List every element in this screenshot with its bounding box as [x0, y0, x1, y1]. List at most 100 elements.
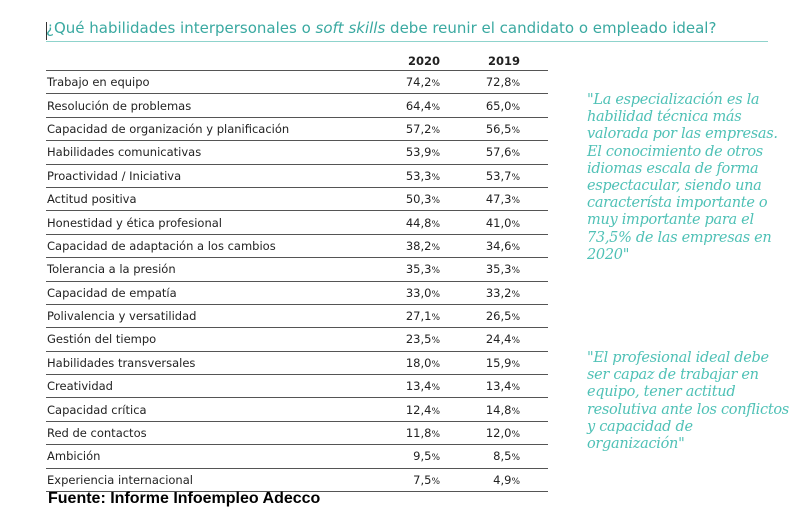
value-number: 35,3 [405, 262, 432, 277]
value-number: 41,0 [485, 215, 512, 230]
quote-specialization: "La especialización es la habilidad técn… [587, 92, 778, 263]
value-unit: % [431, 476, 440, 487]
value-number: 72,8 [485, 75, 512, 90]
row-value-2019: 65,0% [468, 93, 548, 118]
table-row: Capacidad de adaptación a los cambios 38,… [46, 234, 548, 259]
table-row: Proactividad / Iniciativa 53,3% 53,7% [46, 164, 548, 188]
table-row: Experiencia internacional 7,5% 4,9% [46, 468, 548, 493]
row-label: Gestión del tiempo [46, 327, 388, 352]
table-row: Red de contactos 11,8% 12,0% [46, 421, 548, 446]
row-label: Creatividad [46, 374, 388, 399]
table-body: Trabajo en equipo 74,2% 72,8% Resolución de… [46, 70, 548, 493]
value-number: 38,2 [405, 238, 432, 253]
table-row: Gestión del tiempo 23,5% 24,4% [46, 327, 548, 352]
header-2019: 2019 [468, 52, 548, 71]
row-label: Resolución de problemas [46, 93, 388, 118]
row-label: Ambición [46, 444, 388, 469]
row-label: Polivalencia y versatilidad [46, 304, 388, 329]
value-unit: % [511, 125, 520, 136]
row-value-2020: 18,0% [388, 351, 468, 376]
row-value-2020: 57,2% [388, 117, 468, 142]
value-number: 23,5 [405, 332, 432, 347]
value-number: 35,3 [485, 262, 512, 277]
value-unit: % [511, 196, 520, 207]
value-number: 53,3 [405, 168, 432, 183]
value-number: 7,5 [413, 472, 432, 487]
row-value-2019: 8,5% [468, 444, 548, 469]
value-unit: % [511, 172, 520, 183]
value-unit: % [431, 125, 440, 136]
value-number: 13,4 [485, 379, 512, 394]
value-number: 8,5 [493, 449, 512, 464]
row-value-2020: 50,3% [388, 187, 468, 212]
value-unit: % [431, 430, 440, 441]
value-number: 65,0 [485, 98, 512, 113]
value-number: 4,9 [493, 472, 512, 487]
row-value-2020: 23,5% [388, 327, 468, 352]
value-number: 57,2 [405, 121, 432, 136]
value-number: 9,5 [413, 449, 432, 464]
row-value-2019: 24,4% [468, 327, 548, 352]
value-unit: % [431, 172, 440, 183]
row-value-2020: 7,5% [388, 468, 468, 493]
value-unit: % [431, 79, 440, 90]
value-number: 14,8 [485, 402, 512, 417]
value-number: 12,0 [485, 426, 512, 441]
row-value-2019: 4,9% [468, 468, 548, 493]
table-row: Honestidad y ética profesional 44,8% 41,0% [46, 210, 548, 235]
row-label: Experiencia internacional [46, 468, 388, 493]
row-value-2019: 56,5% [468, 117, 548, 142]
value-number: 15,9 [485, 355, 512, 370]
row-value-2019: 53,7% [468, 164, 548, 188]
row-value-2019: 15,9% [468, 351, 548, 376]
page-title: ¿Qué habilidades interpersonales o soft … [46, 19, 716, 37]
row-value-2020: 44,8% [388, 210, 468, 235]
quote-ideal-professional: "El profesional ideal debe ser capaz de … [587, 350, 789, 453]
table-row: Capacidad crítica 12,4% 14,8% [46, 397, 548, 422]
table-row: Resolución de problemas 64,4% 65,0% [46, 93, 548, 118]
value-number: 18,0 [405, 355, 432, 370]
value-unit: % [511, 336, 520, 347]
value-number: 53,9 [405, 145, 432, 160]
value-unit: % [511, 453, 520, 464]
table-header-row: 2020 2019 [46, 52, 548, 71]
value-number: 47,3 [485, 192, 512, 207]
row-value-2019: 26,5% [468, 304, 548, 329]
value-unit: % [511, 102, 520, 113]
source-caption: Fuente: Informe Infoempleo Adecco [48, 490, 321, 507]
row-value-2020: 38,2% [388, 234, 468, 259]
value-unit: % [511, 149, 520, 160]
value-number: 34,6 [485, 238, 512, 253]
row-value-2020: 33,0% [388, 281, 468, 305]
value-unit: % [431, 219, 440, 230]
row-value-2020: 27,1% [388, 304, 468, 329]
table-row: Capacidad de organización y planificació… [46, 117, 548, 142]
value-unit: % [511, 359, 520, 370]
table-row: Actitud positiva 50,3% 47,3% [46, 187, 548, 212]
value-unit: % [431, 242, 440, 253]
row-value-2020: 35,3% [388, 257, 468, 282]
row-label: Habilidades comunicativas [46, 140, 388, 165]
title-emphasis: soft skills [315, 19, 386, 37]
row-value-2019: 14,8% [468, 397, 548, 422]
value-unit: % [511, 383, 520, 394]
row-value-2020: 53,3% [388, 164, 468, 188]
value-number: 33,2 [485, 285, 512, 300]
header-label [46, 52, 388, 71]
value-unit: % [431, 383, 440, 394]
row-value-2019: 47,3% [468, 187, 548, 212]
header-2020: 2020 [388, 52, 468, 71]
title-prefix: ¿Qué habilidades interpersonales o [46, 19, 316, 37]
text-cursor [46, 22, 47, 40]
value-unit: % [511, 313, 520, 324]
value-number: 11,8 [405, 426, 432, 441]
value-number: 26,5 [485, 309, 512, 324]
table-row: Capacidad de empatía 33,0% 33,2% [46, 281, 548, 305]
value-unit: % [511, 219, 520, 230]
table-row: Habilidades comunicativas 53,9% 57,6% [46, 140, 548, 165]
row-label: Capacidad de empatía [46, 281, 388, 305]
value-unit: % [511, 289, 520, 300]
value-number: 50,3 [405, 192, 432, 207]
value-number: 12,4 [405, 402, 432, 417]
row-label: Red de contactos [46, 421, 388, 446]
